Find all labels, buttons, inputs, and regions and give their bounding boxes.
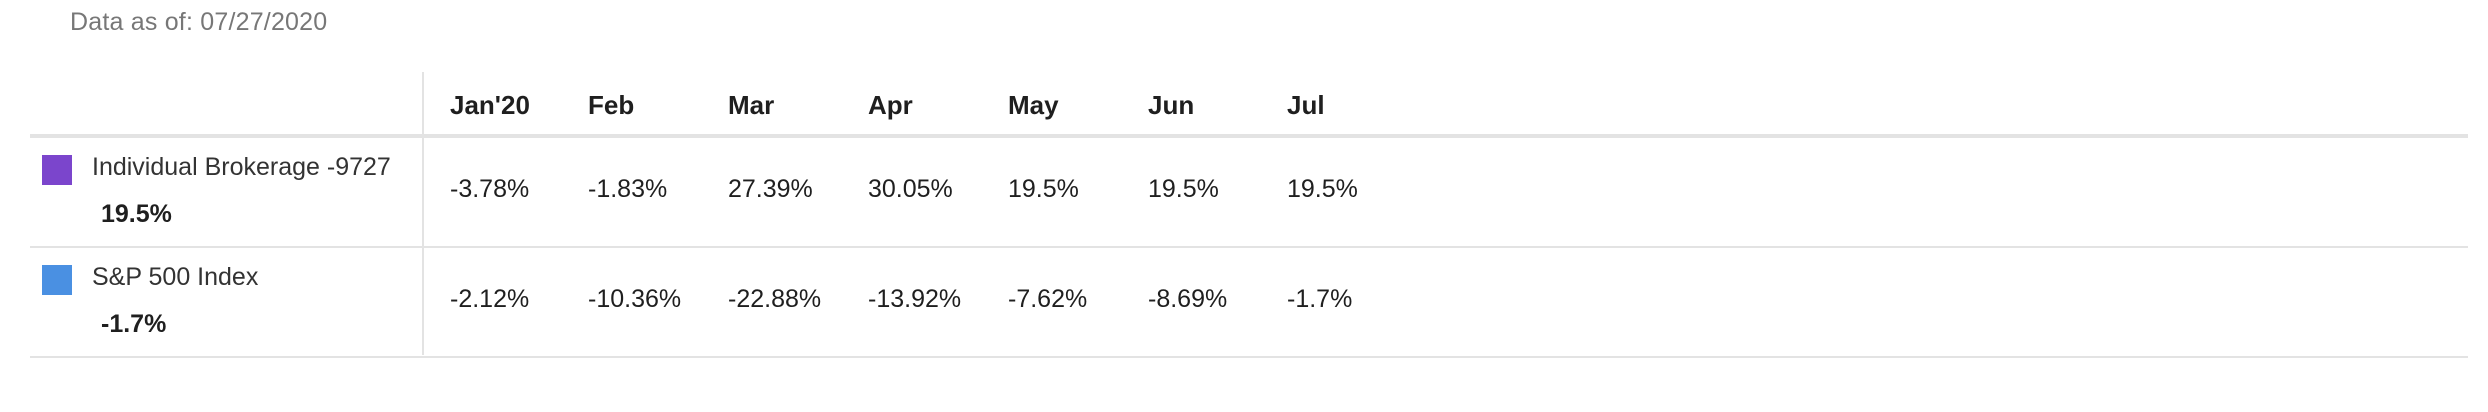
table-cell: 19.5% bbox=[1148, 175, 1219, 203]
column-divider bbox=[422, 72, 424, 355]
table-cell: 30.05% bbox=[868, 175, 953, 203]
table-row: Individual Brokerage -9727 19.5% -3.78% … bbox=[30, 138, 2468, 248]
table-cell: -1.83% bbox=[588, 175, 668, 203]
column-header-jun: Jun bbox=[1148, 90, 1195, 120]
index-name: S&P 500 Index bbox=[92, 263, 259, 291]
table-cell: -22.88% bbox=[728, 285, 822, 313]
table-cell: -2.12% bbox=[450, 285, 530, 313]
table-cell: -1.7% bbox=[1287, 285, 1353, 313]
table-cell: -10.36% bbox=[588, 285, 682, 313]
table-header-row: Jan'20 Feb Mar Apr May Jun Jul bbox=[30, 72, 2468, 138]
legend-swatch bbox=[42, 265, 72, 295]
data-as-of-label: Data as of: 07/27/2020 bbox=[70, 8, 328, 36]
column-header-apr: Apr bbox=[868, 90, 913, 120]
column-header-mar: Mar bbox=[728, 90, 775, 120]
table-row: S&P 500 Index -1.7% -2.12% -10.36% -22.8… bbox=[30, 248, 2468, 358]
table-cell: -8.69% bbox=[1148, 285, 1228, 313]
account-name: Individual Brokerage -9727 bbox=[92, 153, 391, 181]
index-summary-value: -1.7% bbox=[101, 310, 167, 338]
column-header-may: May bbox=[1008, 90, 1059, 120]
table-cell: -7.62% bbox=[1008, 285, 1088, 313]
account-summary-value: 19.5% bbox=[101, 200, 172, 228]
column-header-feb: Feb bbox=[588, 90, 635, 120]
column-header-jan: Jan'20 bbox=[450, 90, 530, 120]
legend-swatch bbox=[42, 155, 72, 185]
table-cell: 19.5% bbox=[1008, 175, 1079, 203]
table-cell: -3.78% bbox=[450, 175, 530, 203]
table-cell: 27.39% bbox=[728, 175, 813, 203]
table-cell: -13.92% bbox=[868, 285, 962, 313]
column-header-jul: Jul bbox=[1287, 90, 1325, 120]
performance-table: Jan'20 Feb Mar Apr May Jun Jul Individua… bbox=[30, 72, 2468, 358]
table-cell: 19.5% bbox=[1287, 175, 1358, 203]
